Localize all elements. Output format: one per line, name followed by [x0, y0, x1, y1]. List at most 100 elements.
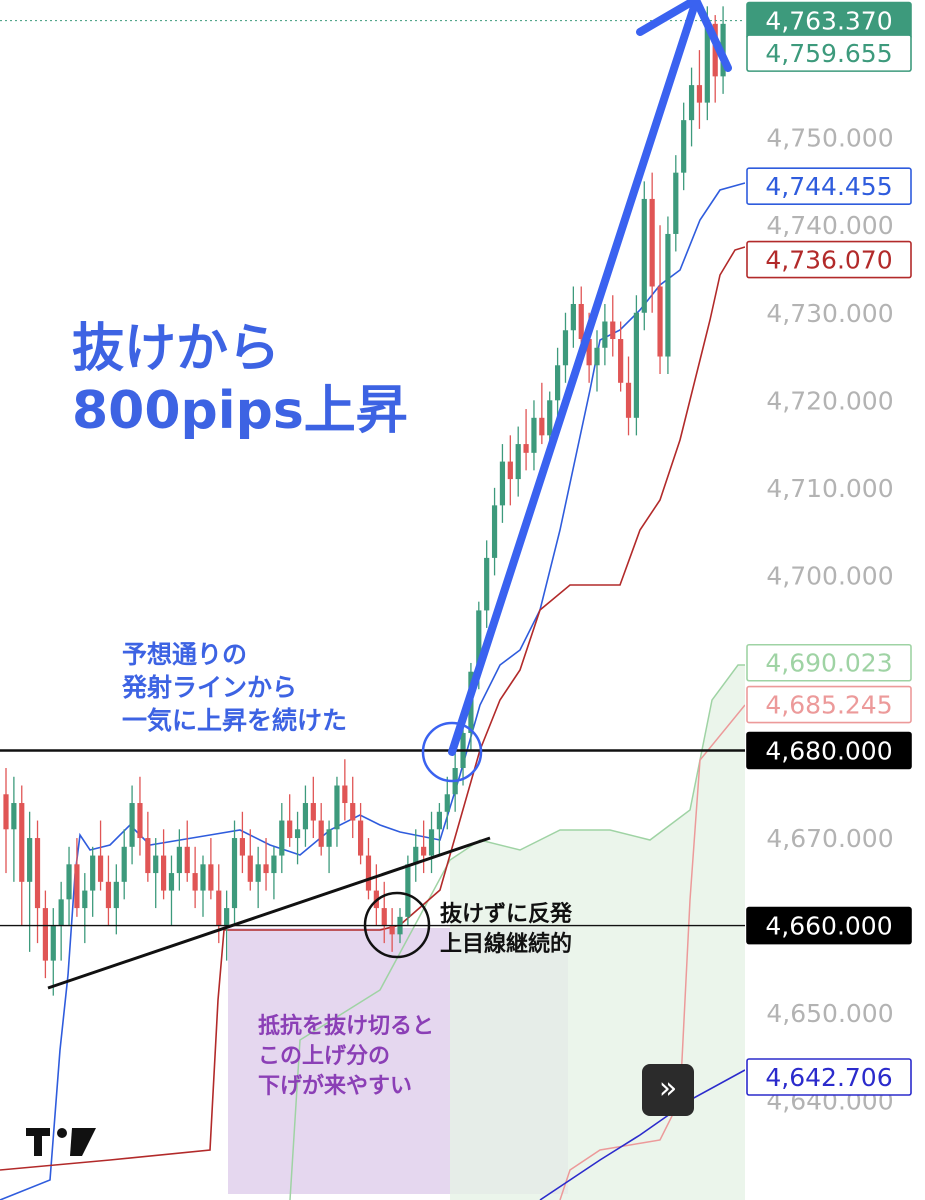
svg-text:4,680.000: 4,680.000	[765, 737, 892, 766]
candle	[570, 286, 576, 348]
candle	[641, 181, 647, 331]
cloud-edge-green	[289, 664, 745, 1200]
candle	[302, 785, 309, 847]
candle	[657, 225, 663, 375]
candle	[176, 829, 182, 891]
axis-tick-label: 4,740.000	[766, 211, 893, 240]
candle	[239, 811, 245, 874]
candle	[105, 855, 112, 926]
base-line	[0, 246, 746, 1171]
cloud-edge-red	[559, 704, 746, 1200]
rebound-annotation: 抜けずに反発 上目線継続的	[440, 902, 573, 957]
candle	[161, 829, 167, 900]
svg-text:4,685.245: 4,685.245	[765, 691, 892, 720]
candle	[602, 303, 608, 366]
axis-tick-label: 4,650.000	[766, 999, 893, 1028]
candle	[523, 409, 529, 471]
svg-text:4,763.370: 4,763.370	[765, 7, 892, 36]
candle	[200, 855, 206, 917]
tradingview-logo	[26, 1128, 96, 1156]
candle	[381, 881, 387, 944]
candle	[389, 908, 395, 952]
svg-text:4,744.455: 4,744.455	[765, 172, 892, 201]
candle	[129, 785, 135, 865]
svg-text:4,759.655: 4,759.655	[765, 39, 892, 68]
candle	[625, 356, 632, 436]
candle	[665, 216, 671, 375]
candle	[421, 820, 427, 874]
candle	[263, 838, 269, 891]
candle	[287, 794, 293, 847]
candle	[531, 400, 537, 471]
candle	[515, 426, 521, 497]
candle	[326, 820, 332, 874]
horizontal-lines-layer	[0, 20, 745, 927]
indicator-lines-layer	[0, 182, 746, 1200]
candle	[294, 811, 301, 865]
candle	[271, 846, 277, 900]
candle	[484, 540, 490, 628]
price-label: 4,642.706	[746, 1058, 912, 1096]
arrow-head-right	[693, 0, 732, 72]
candle	[58, 881, 64, 961]
axis-tick-label: 4,710.000	[766, 474, 893, 503]
price-label: 4,759.655	[746, 34, 912, 72]
candle	[365, 838, 372, 900]
candle	[358, 803, 364, 865]
price-label: 4,685.245	[746, 685, 912, 724]
axis-tick-label: 4,670.000	[766, 824, 893, 853]
price-label: 4,736.070	[746, 240, 912, 279]
lagging-line	[539, 1069, 746, 1200]
conversion-line	[0, 182, 746, 1200]
candle	[334, 776, 340, 847]
candle	[373, 864, 379, 926]
candle	[633, 295, 639, 436]
candle	[192, 846, 198, 909]
candle	[255, 846, 261, 909]
candle	[688, 67, 695, 147]
price-label: 4,690.023	[746, 643, 912, 682]
candle	[27, 811, 33, 952]
candle	[19, 785, 25, 926]
overlay-layer	[47, 0, 732, 990]
svg-text:4,642.706: 4,642.706	[765, 1063, 892, 1092]
candle	[539, 382, 545, 445]
rally-arrow	[448, 0, 699, 756]
candle	[113, 864, 119, 935]
candle	[168, 855, 175, 926]
candle	[649, 172, 655, 313]
candle	[555, 347, 561, 418]
candle	[11, 776, 17, 882]
candle	[594, 330, 600, 392]
candle	[208, 838, 214, 900]
candle	[610, 295, 616, 357]
candle	[82, 873, 88, 944]
candle	[618, 321, 624, 392]
candle	[428, 811, 435, 874]
candle	[34, 820, 41, 944]
candle	[121, 829, 127, 900]
candle	[247, 829, 253, 891]
candle	[673, 155, 679, 252]
candle	[310, 776, 316, 839]
axis-tick-label: 4,730.000	[766, 299, 893, 328]
price-label: 4,660.000	[746, 906, 912, 945]
ascending-trendline	[47, 836, 491, 990]
candle	[145, 811, 151, 882]
candle	[681, 102, 687, 191]
candle	[97, 820, 104, 891]
axis-tick-label: 4,750.000	[766, 124, 893, 153]
candle	[507, 435, 513, 506]
price-label: 4,763.370	[746, 1, 912, 40]
candle	[66, 846, 72, 926]
breakout-annotation: 予想通りの 発射ラインから 一気に上昇を続けた	[122, 640, 348, 735]
svg-text:4,736.070: 4,736.070	[765, 246, 892, 275]
scroll-to-latest-button[interactable]: »	[642, 1064, 694, 1116]
candle	[350, 776, 356, 839]
breakout-circle	[421, 721, 483, 783]
axis-tick-label: 4,720.000	[766, 386, 893, 415]
svg-text:4,690.023: 4,690.023	[765, 649, 892, 678]
candle	[499, 444, 506, 523]
candle	[3, 768, 9, 874]
